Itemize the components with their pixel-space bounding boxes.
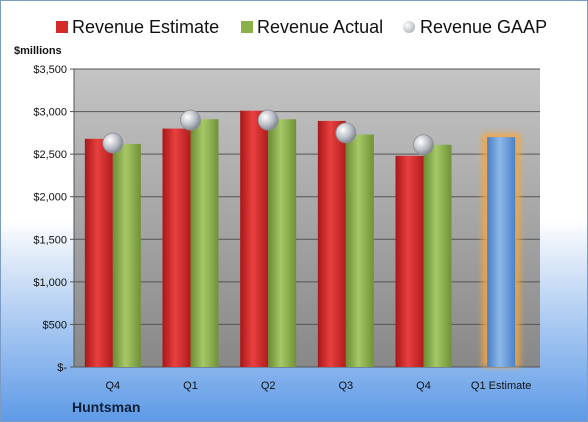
y-tick-label: $2,500	[33, 149, 67, 161]
x-tick-label: Q1	[183, 380, 198, 392]
marker-revenue-gaap	[413, 134, 434, 156]
y-tick-label: $3,500	[33, 64, 67, 76]
bar-revenue-estimate	[240, 110, 269, 367]
legend-actual-swatch	[241, 21, 253, 33]
y-tick-label: $500	[43, 319, 67, 331]
plot-background	[74, 69, 540, 367]
marker-revenue-gaap	[335, 122, 357, 144]
bar-revenue-actual	[112, 143, 141, 367]
bar-revenue-estimate	[162, 128, 191, 367]
x-tick-label: Q4	[105, 380, 120, 392]
bar-revenue-actual	[190, 119, 219, 367]
x-tick-label: Q4	[416, 380, 431, 392]
bar-revenue-estimate	[317, 120, 346, 368]
bar-revenue-estimate	[84, 138, 113, 367]
y-tick-label: $1,000	[33, 277, 67, 289]
x-tick-label: Q3	[338, 380, 353, 392]
y-axis-units-label: $millions	[14, 45, 62, 57]
bar-revenue-actual	[345, 134, 374, 367]
y-tick-label: $3,000	[33, 107, 67, 119]
company-label: Huntsman	[72, 399, 141, 415]
x-tick-label: Q1 Estimate	[471, 380, 532, 392]
marker-revenue-gaap	[257, 109, 279, 131]
legend-estimate-swatch	[56, 21, 68, 33]
legend-gaap-swatch	[403, 21, 415, 33]
legend-estimate-label: Revenue Estimate	[72, 17, 220, 37]
x-tick-label: Q2	[261, 380, 276, 392]
bar-revenue-estimate	[395, 155, 424, 367]
y-tick-label: $-	[57, 362, 67, 374]
bar-revenue-estimate	[487, 137, 516, 367]
y-tick-label: $2,000	[33, 192, 67, 204]
legend-gaap-label: Revenue GAAP	[420, 17, 548, 37]
marker-revenue-gaap	[102, 132, 124, 154]
legend-actual-label: Revenue Actual	[257, 17, 384, 37]
marker-revenue-gaap	[180, 109, 201, 131]
bar-revenue-actual	[423, 144, 452, 367]
bar-revenue-actual	[268, 119, 297, 367]
y-tick-label: $1,500	[33, 234, 67, 246]
